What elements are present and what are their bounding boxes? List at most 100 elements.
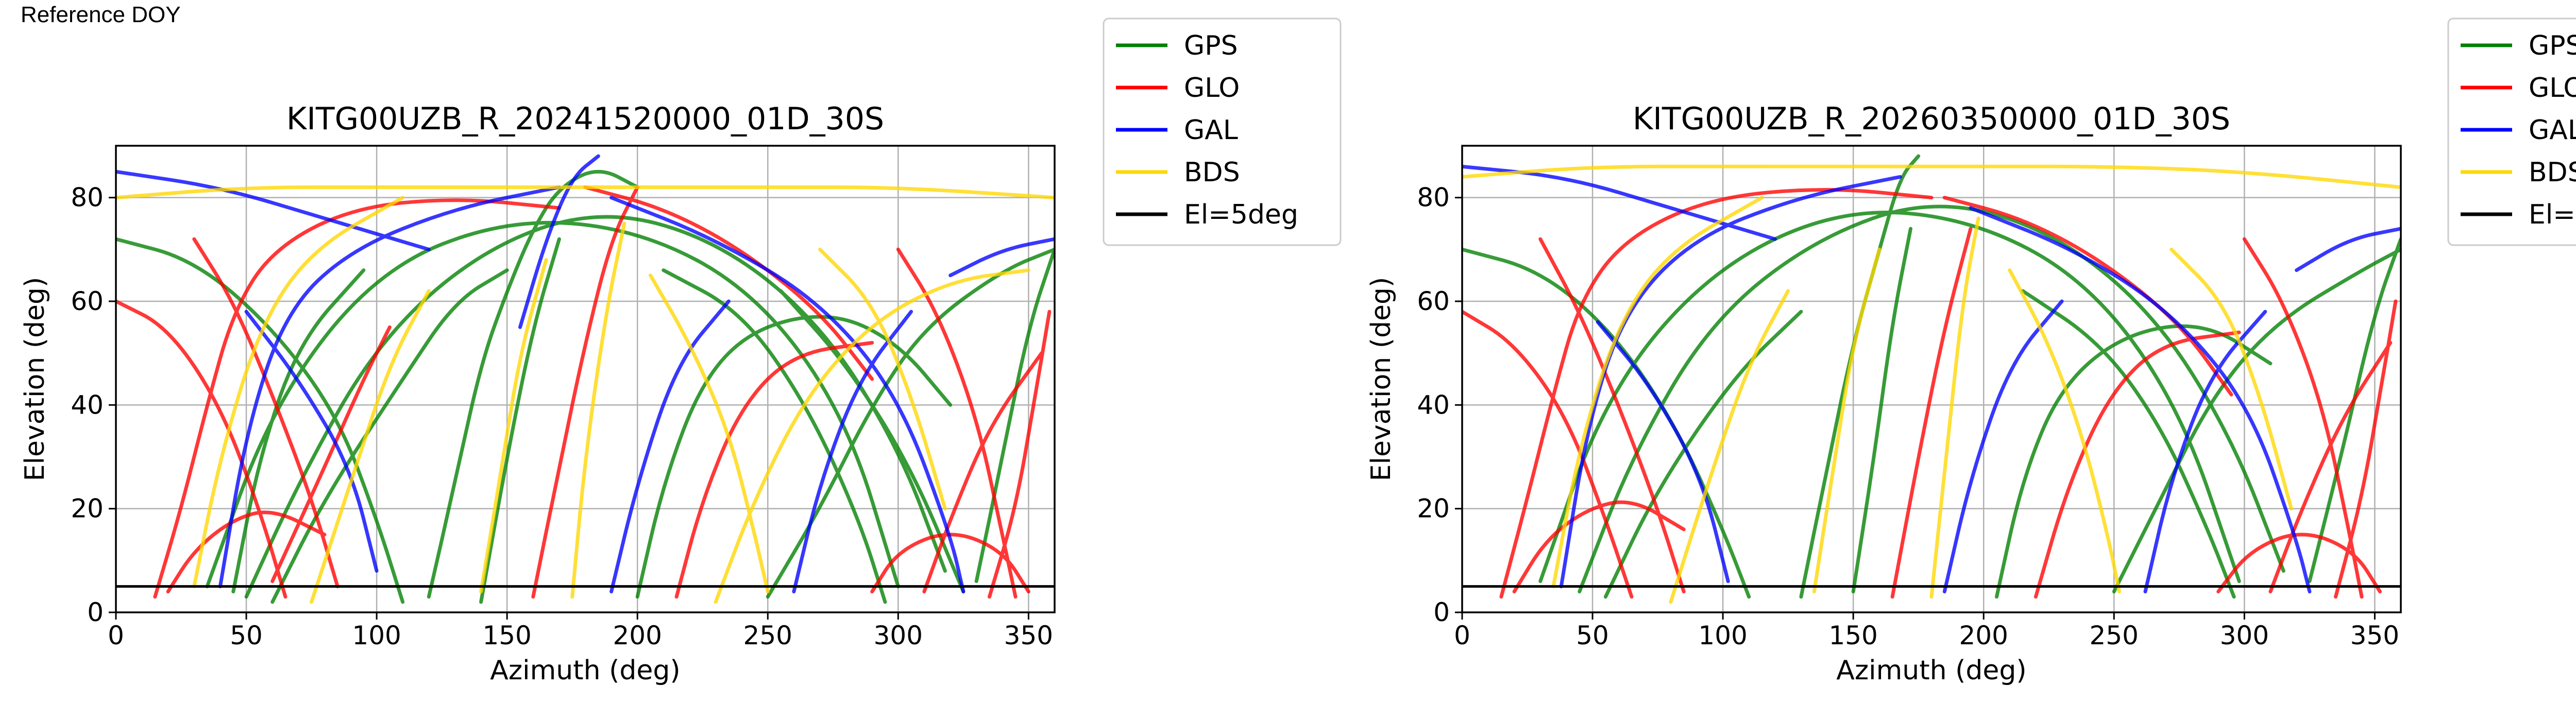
satellite-track-glo — [531, 185, 639, 599]
x-tick-label: 100 — [352, 621, 401, 650]
skyplot-panel-left: 0 50 100 150 200 250 300 350 0 20 40 60 80 KITG00UZB_… — [20, 18, 1342, 686]
y-tick-label: 0 — [87, 597, 104, 627]
satellite-track-gal — [1969, 206, 2312, 594]
satellite-track-bds — [649, 273, 770, 594]
satellite-track-bds — [818, 247, 947, 511]
x-tick-label: 200 — [613, 621, 662, 650]
x-tick-label: 350 — [1004, 621, 1053, 650]
series-bds — [1462, 164, 2401, 604]
satellite-track-gal — [2295, 227, 2401, 272]
x-tick-label: 100 — [1698, 621, 1747, 650]
satellite-track-glo — [1890, 227, 1973, 599]
legend-label-gps: GPS — [2529, 30, 2576, 61]
x-tick-label: 200 — [1959, 621, 2008, 650]
satellite-track-glo — [2268, 341, 2393, 594]
satellite-track-gps — [2112, 247, 2401, 594]
x-axis-label: Azimuth (deg) — [490, 655, 680, 686]
satellite-track-gal — [609, 196, 965, 594]
legend: GPS GLO GAL BDS El=5deg — [2447, 18, 2576, 246]
y-tick-label: 80 — [1417, 183, 1450, 213]
legend-label-gal: GAL — [1184, 115, 1238, 146]
satellite-track-gal — [1462, 164, 1777, 241]
satellite-track-glo — [870, 533, 1030, 594]
satellite-track-gps — [1851, 227, 1912, 594]
satellite-track-glo — [2334, 299, 2398, 599]
satellite-track-glo — [166, 510, 327, 594]
legend-label-gps: GPS — [1184, 30, 1238, 61]
legend-label-el-5deg: El=5deg — [1184, 199, 1298, 230]
satellite-track-bds — [1462, 164, 2401, 189]
satellite-track-glo — [896, 247, 1018, 599]
satellite-track-gal — [792, 310, 913, 594]
satellite-track-gal — [948, 237, 1055, 278]
satellite-track-glo — [988, 310, 1052, 599]
satellite-track-gps — [662, 268, 887, 604]
satellite-tracks — [1462, 154, 2401, 604]
satellite-tracks — [116, 154, 1055, 604]
satellite-track-gps — [635, 315, 953, 599]
satellite-track-gps — [1538, 210, 2241, 584]
satellite-track-glo — [116, 299, 287, 599]
legend-label-glo: GLO — [1184, 73, 1240, 104]
satellite-track-gal — [518, 154, 600, 329]
satellite-track-glo — [583, 185, 874, 381]
x-tick-label: 250 — [743, 621, 792, 650]
satellite-track-bds — [1551, 196, 1764, 589]
legend-label-bds: BDS — [2529, 157, 2576, 188]
satellite-track-bds — [2170, 247, 2293, 511]
satellite-track-gps — [974, 247, 1055, 584]
x-tick-label: 300 — [874, 621, 923, 650]
satellite-track-gps — [766, 247, 1055, 599]
legend-label-glo: GLO — [2529, 73, 2576, 104]
y-tick-label: 60 — [71, 286, 104, 316]
satellite-track-gps — [1603, 310, 1803, 599]
satellite-track-bds — [1812, 247, 1882, 594]
satellite-track-gal — [116, 169, 431, 251]
satellite-track-gps — [2021, 289, 2236, 599]
y-tick-label: 80 — [71, 183, 104, 213]
satellite-track-glo — [192, 237, 340, 589]
satellite-track-bds — [192, 196, 405, 589]
x-tick-label: 300 — [2220, 621, 2269, 650]
reference-doy-label: Reference DOY — [21, 2, 181, 27]
satellite-track-gps — [231, 268, 366, 594]
satellite-track-glo — [270, 325, 392, 584]
satellite-track-gal — [2143, 310, 2267, 594]
x-tick-label: 250 — [2090, 621, 2139, 650]
x-tick-label: 350 — [2350, 621, 2399, 650]
satellite-track-bds — [310, 289, 431, 604]
y-tick-label: 40 — [71, 390, 104, 420]
satellite-track-glo — [1512, 500, 1686, 594]
satellite-track-glo — [922, 351, 1044, 594]
chart-title: KITG00UZB_R_20260350000_01D_30S — [1633, 101, 2230, 137]
satellite-track-glo — [2033, 330, 2241, 599]
y-tick-label: 20 — [1417, 494, 1450, 524]
y-tick-label: 60 — [1417, 286, 1450, 316]
series-glo — [116, 185, 1052, 599]
legend-label-el-5deg: El=5deg — [2529, 199, 2576, 230]
y-tick-label: 20 — [71, 494, 104, 524]
satellite-track-gal — [218, 185, 561, 589]
x-tick-label: 50 — [1576, 621, 1609, 650]
legend-label-bds: BDS — [1184, 157, 1240, 188]
x-tick-label: 150 — [482, 621, 531, 650]
satellite-track-glo — [674, 341, 874, 599]
y-axis-label: Elevation (deg) — [20, 277, 50, 482]
x-tick-label: 50 — [230, 621, 263, 650]
y-tick-label: 0 — [1433, 597, 1450, 627]
satellite-track-gps — [479, 237, 561, 604]
axes-frame — [1461, 145, 2402, 613]
satellite-track-bds — [1929, 216, 1980, 599]
y-axis-label: Elevation (deg) — [1366, 277, 1397, 482]
satellite-track-glo — [2242, 237, 2364, 599]
satellite-track-gps — [2308, 237, 2401, 584]
satellite-track-gps — [116, 237, 405, 604]
x-tick-label: 0 — [1454, 621, 1470, 650]
series-gps — [116, 169, 1055, 604]
satellite-track-bds — [2008, 268, 2121, 594]
skyplot-panel-right: 0 50 100 150 200 250 300 350 0 20 40 60 80 KITG00UZB_… — [1366, 18, 2576, 686]
satellite-track-glo — [1499, 188, 1934, 599]
legend-box — [1103, 18, 1342, 246]
x-axis-label: Azimuth (deg) — [1836, 655, 2026, 686]
